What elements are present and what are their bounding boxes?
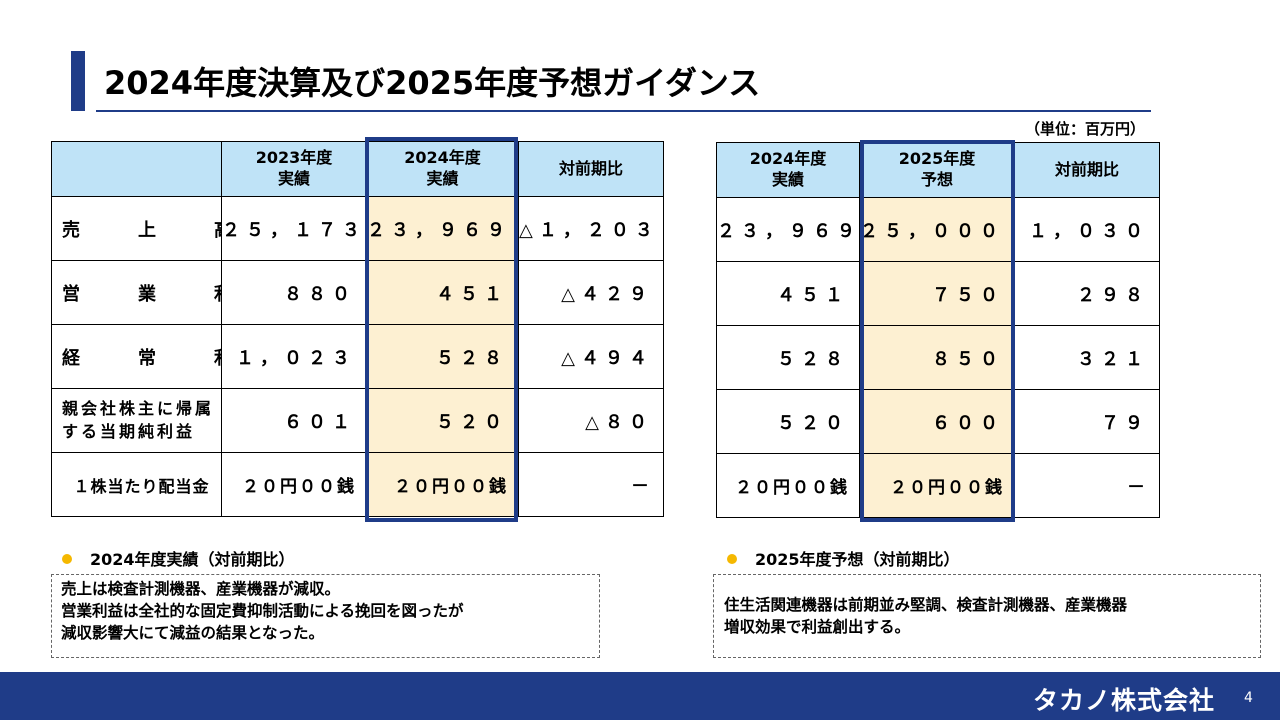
column-header: 対前期比 — [1014, 142, 1160, 198]
page-number: 4 — [1244, 690, 1253, 706]
value-yoy-change: － — [518, 452, 664, 517]
summary-2025-line: 増収効果で利益創出する。 — [724, 618, 911, 636]
row-label: 親会社株主に帰属 する当期純利益 — [51, 388, 222, 453]
title-underline — [96, 110, 1151, 112]
value-yoy-change: △８０ — [518, 388, 664, 453]
value-2023-actual: ２５，１７３ — [221, 196, 367, 261]
value-2025-forecast: ２０円００銭 — [859, 453, 1015, 518]
row-label: 売 上 高 — [51, 196, 222, 261]
column-header: 2024年度 実績 — [366, 141, 519, 197]
table-row: ２０円００銭 ２０円００銭－ — [716, 453, 1160, 518]
value-yoy-change: △４２９ — [518, 260, 664, 325]
value-2023-actual: ２０円００銭 — [221, 452, 367, 517]
table-row: 営 業 利 益８８０４５１△４２９ — [51, 260, 664, 325]
table-row: ２３，９６９ ２５，０００ １，０３０ — [716, 197, 1160, 262]
value-yoy-change: △４９４ — [518, 324, 664, 389]
table-row: ４５１ ７５０ ２９８ — [716, 261, 1160, 326]
value-2024-actual: ５２０ — [716, 389, 860, 454]
summary-2025-line: 住生活関連機器は前期並み堅調、検査計測機器、産業機器 — [724, 596, 1128, 614]
summary-2025-heading: 2025年度予想（対前期比） — [727, 546, 960, 570]
value-2025-forecast: ２５，０００ — [859, 197, 1015, 262]
value-2024-actual: ５２０ — [366, 388, 519, 453]
table-row: 親会社株主に帰属 する当期純利益 ６０１ ５２０ △８０ — [51, 388, 664, 453]
company-logo: タカノ株式会社 — [1033, 686, 1216, 715]
value-2024-actual: ２０円００銭 — [366, 452, 519, 517]
row-label: １株当たり配当金 — [51, 452, 222, 517]
value-2023-actual: ６０１ — [221, 388, 367, 453]
value-2025-forecast: ６００ — [859, 389, 1015, 454]
page-title: 2024年度決算及び2025年度予想ガイダンス — [104, 64, 761, 102]
summary-2025-heading-text: 2025年度予想（対前期比） — [755, 550, 960, 569]
summary-2024-line: 営業利益は全社的な固定費抑制活動による挽回を図ったが — [61, 602, 464, 620]
table-row: ５２８ ８５０ ３２１ — [716, 325, 1160, 390]
value-2024-actual: ２３，９６９ — [716, 197, 860, 262]
row-label: 経 常 利 益 — [51, 324, 222, 389]
value-2025-forecast: ８５０ — [859, 325, 1015, 390]
column-header: 2024年度 実績 — [716, 142, 860, 198]
value-yoy-change: ２９８ — [1014, 261, 1160, 326]
table-header-row: 2023年度 実績 2024年度 実績 対前期比 — [51, 141, 664, 197]
bullet-icon — [62, 554, 72, 564]
value-2024-actual: ２０円００銭 — [716, 453, 860, 518]
value-2024-actual: ４５１ — [716, 261, 860, 326]
value-2025-forecast: ７５０ — [859, 261, 1015, 326]
value-2023-actual: １，０２３ — [221, 324, 367, 389]
value-2024-actual: ４５１ — [366, 260, 519, 325]
summary-2024-heading-text: 2024年度実績（対前期比） — [90, 550, 295, 569]
summary-2024-heading: 2024年度実績（対前期比） — [62, 546, 295, 570]
column-header: 2025年度 予想 — [859, 142, 1015, 198]
value-2024-actual: ２３，９６９ — [366, 196, 519, 261]
summary-2024-line: 売上は検査計測機器、産業機器が減収。 — [61, 580, 341, 598]
summary-2024-line: 減収影響大にて減益の結果となった。 — [61, 624, 325, 642]
value-yoy-change: － — [1014, 453, 1160, 518]
title-accent-bar — [71, 51, 85, 111]
summary-2025-note: 住生活関連機器は前期並み堅調、検査計測機器、産業機器 増収効果で利益創出する。 — [713, 574, 1261, 658]
unit-label: （単位：百万円） — [1025, 120, 1146, 138]
forecast-2025-table: 2024年度 実績 2025年度 予想 対前期比 ２３，９６９ ２５，０００ １，０３０ ４５１… — [716, 142, 1160, 518]
column-header: 対前期比 — [518, 141, 664, 197]
column-header — [51, 141, 222, 197]
value-2023-actual: ８８０ — [221, 260, 367, 325]
table-row: １株当たり配当金 ２０円００銭 ２０円００銭－ — [51, 452, 664, 517]
value-yoy-change: △１，２０３ — [518, 196, 664, 261]
value-yoy-change: ３２１ — [1014, 325, 1160, 390]
value-2024-actual: ５２８ — [366, 324, 519, 389]
table-row: ５２０ ６００ ７９ — [716, 389, 1160, 454]
value-yoy-change: ７９ — [1014, 389, 1160, 454]
value-2024-actual: ５２８ — [716, 325, 860, 390]
value-yoy-change: １，０３０ — [1014, 197, 1160, 262]
row-label: 営 業 利 益 — [51, 260, 222, 325]
footer-bar — [0, 672, 1280, 720]
column-header: 2023年度 実績 — [221, 141, 367, 197]
summary-2024-note: 売上は検査計測機器、産業機器が減収。 営業利益は全社的な固定費抑制活動による挽回… — [51, 574, 600, 658]
table-header-row: 2024年度 実績 2025年度 予想 対前期比 — [716, 142, 1160, 198]
bullet-icon — [727, 554, 737, 564]
